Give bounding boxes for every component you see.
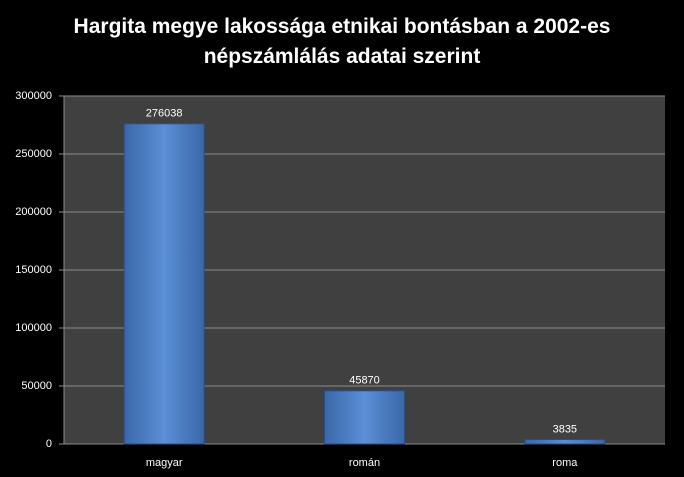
- x-tick-label: román: [349, 457, 380, 469]
- bar: [324, 390, 405, 445]
- value-label: 276038: [146, 108, 183, 120]
- chart-title: Hargita megye lakossága etnikai bontásba…: [73, 15, 611, 68]
- value-label: 45870: [349, 375, 380, 387]
- x-tick-label: roma: [552, 457, 578, 469]
- bar: [123, 123, 205, 445]
- y-tick-label: 250000: [15, 148, 52, 160]
- y-tick-label: 300000: [15, 90, 52, 102]
- y-tick-label: 200000: [15, 206, 52, 218]
- value-label: 3835: [553, 423, 577, 435]
- bar: [524, 439, 606, 445]
- y-tick-label: 150000: [15, 264, 52, 276]
- y-tick-label: 100000: [15, 322, 52, 334]
- y-tick-label: 0: [46, 438, 52, 450]
- y-tick-label: 50000: [21, 380, 52, 392]
- x-tick-label: magyar: [146, 457, 183, 469]
